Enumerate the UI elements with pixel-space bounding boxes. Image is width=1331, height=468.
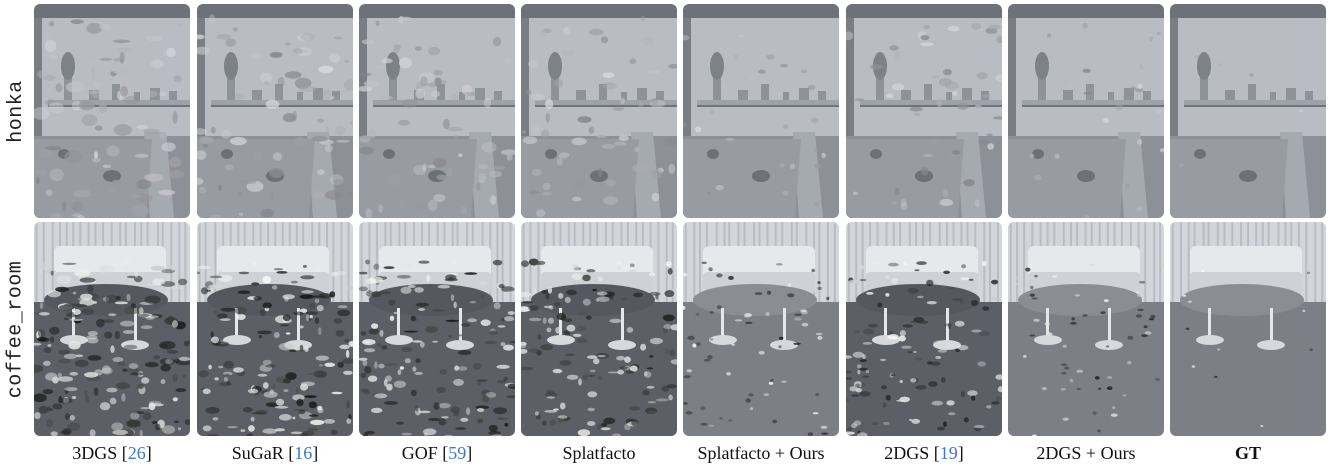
method-caption: Splatfacto <box>521 440 677 466</box>
method-caption: 2DGS + Ours <box>1008 440 1164 466</box>
render-image <box>846 4 1002 218</box>
render-image <box>1170 222 1326 436</box>
render-image <box>359 4 515 218</box>
render-image <box>683 222 839 436</box>
render-image <box>521 4 677 218</box>
render-image <box>1170 4 1326 218</box>
render-image <box>34 4 190 218</box>
render-coffee-room-2dgs <box>846 222 1002 436</box>
citation-link[interactable]: 16 <box>294 443 313 463</box>
render-coffee-room-sugar <box>197 222 353 436</box>
render-image <box>1008 4 1164 218</box>
method-caption: Splatfacto + Ours <box>683 440 839 466</box>
citation-link[interactable]: 19 <box>939 443 958 463</box>
citation-link[interactable]: 26 <box>127 443 146 463</box>
render-image <box>197 222 353 436</box>
method-name: 3DGS <box>72 443 118 463</box>
render-coffee-room-splatfacto <box>521 222 677 436</box>
render-honka-2dgs-ours <box>1008 4 1164 218</box>
row-label-honka: honka <box>4 79 28 143</box>
method-name: Splatfacto <box>562 443 636 463</box>
render-coffee-room-2dgs-ours <box>1008 222 1164 436</box>
render-honka-splatfacto-ours <box>683 4 839 218</box>
method-caption: 2DGS [19] <box>884 443 964 463</box>
render-honka-gt <box>1170 4 1326 218</box>
render-honka-2dgs <box>846 4 1002 218</box>
render-image <box>34 222 190 436</box>
render-honka-sugar <box>197 4 353 218</box>
render-honka-3dgs <box>34 4 190 218</box>
method-caption: GT <box>1170 440 1326 466</box>
render-coffee-room-3dgs <box>34 222 190 436</box>
render-coffee-room-splatfacto-ours <box>683 222 839 436</box>
method-caption: GOF [59] <box>401 443 473 463</box>
render-image <box>846 222 1002 436</box>
method-name: SuGaR <box>231 443 284 463</box>
method-caption: SuGaR [16] <box>231 443 319 463</box>
render-honka-gof <box>359 4 515 218</box>
method-caption: 3DGS [26] <box>72 443 152 463</box>
method-name: 2DGS + Ours <box>1036 443 1136 463</box>
render-image <box>197 4 353 218</box>
method-name: 2DGS <box>884 443 930 463</box>
method-name: GT <box>1234 443 1261 463</box>
render-image <box>521 222 677 436</box>
render-image <box>683 4 839 218</box>
render-coffee-room-gt <box>1170 222 1326 436</box>
row-label-coffee-room: coffee_room <box>4 260 28 398</box>
render-image <box>359 222 515 436</box>
render-coffee-room-gof <box>359 222 515 436</box>
citation-link[interactable]: 59 <box>448 443 467 463</box>
method-name: Splatfacto + Ours <box>697 443 825 463</box>
render-honka-splatfacto <box>521 4 677 218</box>
method-name: GOF <box>401 443 438 463</box>
render-image <box>1008 222 1164 436</box>
